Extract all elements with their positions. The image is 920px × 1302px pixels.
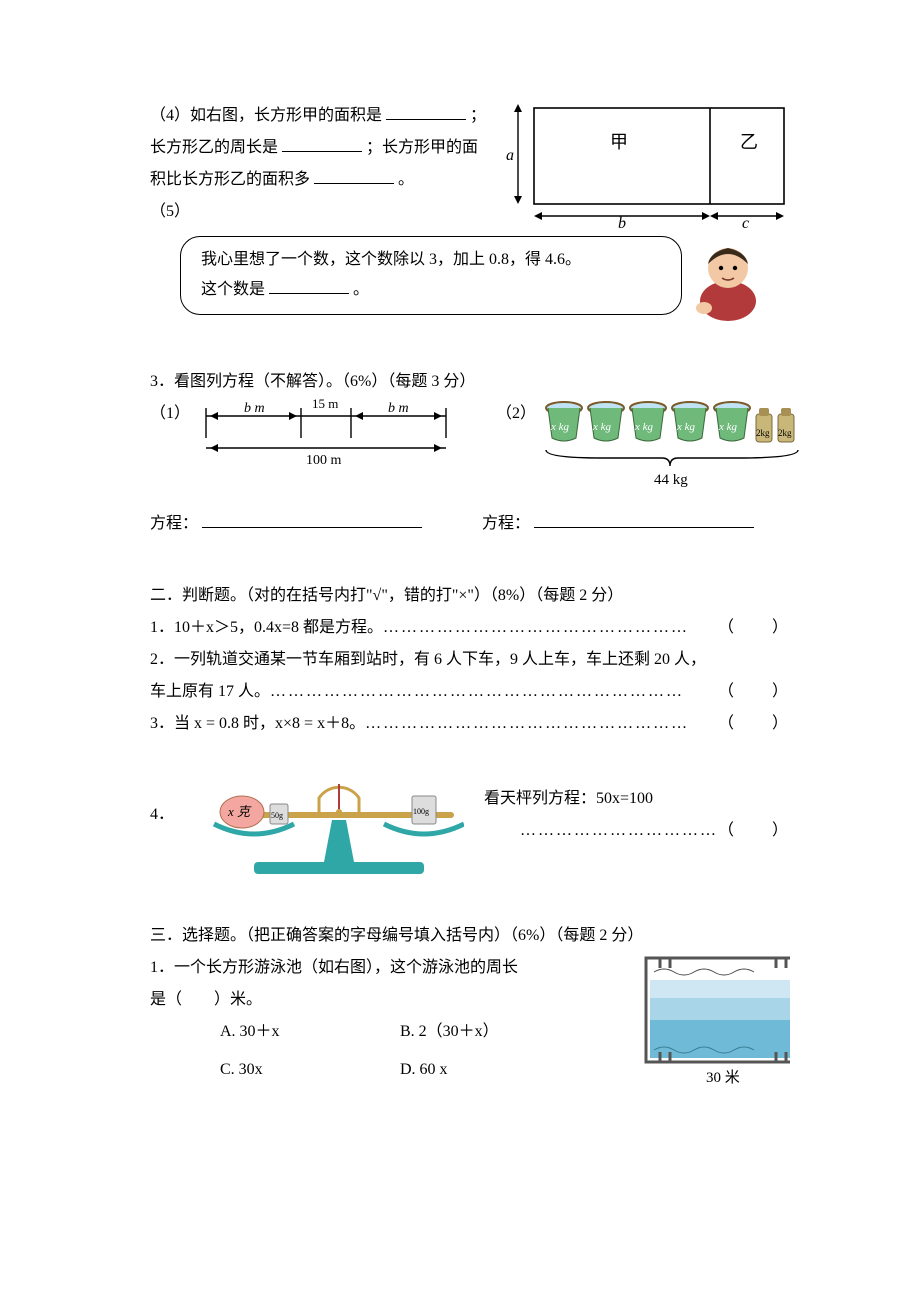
question-3-figures: （1） b m 15 m b m xyxy=(150,398,790,488)
section-2-title: 二．判断题。（对的在括号内打"√"，错的打"×"）（8%）（每题 2 分） xyxy=(150,580,790,612)
jar-label: 2kg xyxy=(778,428,792,438)
s2-i4-right: 看天枰列方程：50x=100 …………………………… （ ） xyxy=(484,783,790,847)
boy-icon xyxy=(688,236,768,326)
bucket-x: x kg xyxy=(592,421,612,433)
pool-w: 30 米 xyxy=(706,1069,740,1086)
eq2: 方程： xyxy=(482,508,754,540)
dots: …………………………………………… xyxy=(383,612,718,644)
pool-figure: x 米 30 米 xyxy=(640,952,790,1102)
seg-mid: 15 m xyxy=(312,398,338,411)
blank xyxy=(202,511,422,528)
q5-b2a: 这个数是 xyxy=(201,281,269,298)
bucket-x: x kg xyxy=(718,421,738,433)
option-a: A. 30＋x xyxy=(220,1016,400,1048)
q4-l1b: ； xyxy=(470,107,486,124)
blank xyxy=(386,103,466,120)
q4-line2: 长方形乙的周长是 ；长方形甲的面 xyxy=(150,132,488,164)
s3-q1-l1: 1．一个长方形游泳池（如右图），这个游泳池的周长 xyxy=(150,952,620,984)
q4-figure: a 甲 乙 b c xyxy=(500,100,790,230)
label-a: a xyxy=(506,147,514,164)
s2-item4: 4． x 克 50g 100g 看天枰列方 xyxy=(150,750,790,880)
q4-l2a: 长方形乙的周长是 xyxy=(150,139,282,156)
seg-b1: b m xyxy=(244,401,265,416)
q3-sub1: （1） b m 15 m b m xyxy=(150,398,456,488)
q4-l3a: 积比长方形乙的面积多 xyxy=(150,171,310,188)
s2-i4-num: 4． xyxy=(150,799,174,831)
buckets-figure: x kg x kg x kg xyxy=(542,398,822,488)
q5-b1: 我心里想了一个数，这个数除以 3，加上 0.8，得 4.6。 xyxy=(201,245,661,275)
seg-b2: b m xyxy=(388,401,409,416)
balance-scale-figure: x 克 50g 100g xyxy=(194,750,464,880)
s2-item2b: 车上原有 17 人。 …………………………………………………………… （ ） xyxy=(150,676,790,708)
section-3-title: 三．选择题。（把正确答案的字母编号填入括号内）（6%）（每题 2 分） xyxy=(150,920,790,952)
number-line-figure: b m 15 m b m 100 m xyxy=(196,398,456,472)
question-4: （4）如右图，长方形甲的面积是 ； 长方形乙的周长是 ；长方形甲的面 积比长方形… xyxy=(150,100,790,230)
q4-line1: （4）如右图，长方形甲的面积是 ； xyxy=(150,100,488,132)
paren: （ ） xyxy=(718,708,790,740)
q3-s1-num: （1） xyxy=(150,398,190,430)
q3-sub2: （2） x kg x kg xyxy=(496,398,822,488)
question-5: 我心里想了一个数，这个数除以 3，加上 0.8，得 4.6。 这个数是 。 xyxy=(150,236,790,326)
s2-i2b-text: 车上原有 17 人。 xyxy=(150,676,270,708)
q4-l1a: （4）如右图，长方形甲的面积是 xyxy=(150,107,386,124)
option-c: C. 30x xyxy=(220,1054,400,1086)
dots: …………………………………………………………… xyxy=(270,676,718,708)
s2-i4-eq: 看天枰列方程：50x=100 xyxy=(484,783,790,815)
buckets-total: 44 kg xyxy=(654,472,688,488)
s2-item1: 1．10＋x＞5，0.4x=8 都是方程。 …………………………………………… … xyxy=(150,612,790,644)
q4-line3: 积比长方形乙的面积多 。 xyxy=(150,164,488,196)
s2-i1-text: 1．10＋x＞5，0.4x=8 都是方程。 xyxy=(150,612,383,644)
egg-label: x 克 xyxy=(227,804,252,819)
wt-100: 100g xyxy=(413,807,429,816)
label-c: c xyxy=(742,215,749,230)
jar-label: 2kg xyxy=(756,428,770,438)
equation-row: 方程： 方程： xyxy=(150,508,790,540)
bucket-x: x kg xyxy=(634,421,654,433)
option-d: D. 60 x xyxy=(400,1054,620,1086)
blank xyxy=(534,511,754,528)
seg-total: 100 m xyxy=(306,453,342,468)
eq-label: 方程： xyxy=(482,515,530,532)
wt-50: 50g xyxy=(271,811,283,820)
bucket-x: x kg xyxy=(676,421,696,433)
eq1: 方程： xyxy=(150,508,422,540)
blank xyxy=(314,167,394,184)
label-b: b xyxy=(618,215,626,230)
label-jia: 甲 xyxy=(610,132,628,152)
q4-l2b: ；长方形甲的面 xyxy=(366,139,478,156)
label-yi: 乙 xyxy=(740,132,758,152)
q5-num: （5） xyxy=(150,196,488,228)
blank xyxy=(269,277,349,294)
s2-i3-text: 3．当 x = 0.8 时，x×8 = x＋8。 xyxy=(150,708,365,740)
dots: …………………………… xyxy=(484,815,718,847)
question-3-title: 3．看图列方程（不解答）。（6%）（每题 3 分） xyxy=(150,366,790,398)
options: A. 30＋x B. 2（30＋x） C. 30x D. 60 x xyxy=(220,1016,620,1086)
eq-label: 方程： xyxy=(150,515,198,532)
option-b: B. 2（30＋x） xyxy=(400,1016,620,1048)
q5-b2b: 。 xyxy=(353,281,369,298)
s3-q1-l2: 是（ ）米。 xyxy=(150,984,620,1016)
q4-l3b: 。 xyxy=(398,171,414,188)
q3-s2-num: （2） xyxy=(496,398,536,430)
paren: （ ） xyxy=(718,676,790,708)
paren: （ ） xyxy=(718,815,790,847)
s3-q1: 1．一个长方形游泳池（如右图），这个游泳池的周长 是（ ）米。 A. 30＋x … xyxy=(150,952,790,1102)
paren: （ ） xyxy=(718,612,790,644)
q4-text: （4）如右图，长方形甲的面积是 ； 长方形乙的周长是 ；长方形甲的面 积比长方形… xyxy=(150,100,488,228)
speech-bubble: 我心里想了一个数，这个数除以 3，加上 0.8，得 4.6。 这个数是 。 xyxy=(180,236,682,315)
bucket-x: x kg xyxy=(550,421,570,433)
s2-item2a: 2．一列轨道交通某一节车厢到站时，有 6 人下车，9 人上车，车上还剩 20 人… xyxy=(150,644,790,676)
s2-item3: 3．当 x = 0.8 时，x×8 = x＋8。 ………………………………………… xyxy=(150,708,790,740)
s3-left: 1．一个长方形游泳池（如右图），这个游泳池的周长 是（ ）米。 A. 30＋x … xyxy=(150,952,620,1102)
s2-i4-dots: …………………………… （ ） xyxy=(484,815,790,847)
dots: ……………………………………………… xyxy=(365,708,718,740)
blank xyxy=(282,135,362,152)
q5-b2: 这个数是 。 xyxy=(201,275,661,305)
